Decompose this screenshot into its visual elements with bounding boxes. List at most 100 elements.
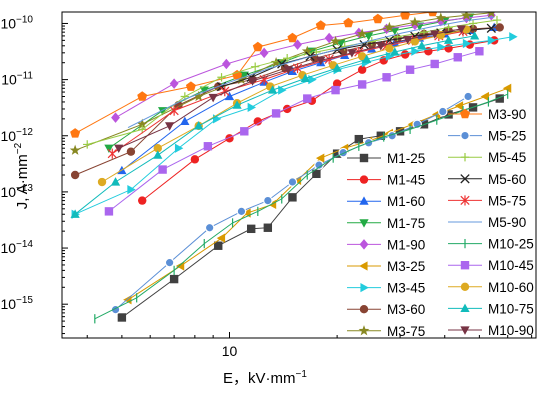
point-m10-75-1 [110, 177, 121, 186]
point-m3-90-1 [137, 91, 148, 101]
point-m1-45-0 [138, 196, 147, 205]
point-m5-45-11 [444, 23, 453, 32]
x-tick-label: 10 [222, 343, 238, 359]
point-m1-90-10 [462, 12, 471, 24]
legend-item-m1-75: M1-75 [347, 216, 425, 231]
point-m1-75-6 [336, 39, 346, 48]
point-m1-60-4 [287, 66, 298, 75]
point-m3-75-11 [461, 12, 472, 20]
point-m1-90-5 [324, 32, 334, 44]
point-m3-75-9 [409, 16, 421, 27]
point-m10-75-11 [443, 35, 454, 44]
point-m1-25-1 [169, 274, 179, 284]
legend-marker-m1-90 [359, 239, 369, 250]
legend-label: M1-45 [387, 173, 425, 188]
point-m1-90-7 [382, 23, 391, 35]
point-m3-90-5 [287, 32, 298, 43]
point-m3-45-12 [462, 38, 472, 49]
y-axis-title: J, A·mm−2 [13, 142, 31, 209]
point-m1-90-3 [259, 47, 269, 59]
point-m5-25-3 [236, 206, 247, 217]
point-m10-90-0 [114, 144, 124, 154]
point-m10-45-6 [331, 85, 340, 95]
series-m1-90 [111, 12, 496, 123]
legend-item-m1-25: M1-25 [347, 151, 425, 166]
point-m1-25-2 [214, 241, 223, 250]
legend-item-m5-90: M5-90 [448, 215, 526, 230]
point-m10-45-12 [475, 47, 484, 56]
point-m10-90-10 [456, 25, 466, 34]
point-m3-75-10 [435, 12, 447, 23]
point-m5-45-3 [217, 73, 226, 82]
point-m1-45-6 [332, 79, 342, 88]
legend-label: M1-25 [387, 151, 425, 166]
legend-item-m10-90: M10-90 [448, 323, 534, 338]
point-m10-75-0 [70, 209, 80, 218]
series-line-m10-25 [94, 93, 508, 320]
series-line-m5-75 [112, 31, 464, 155]
legend-label: M3-90 [488, 107, 526, 122]
legend-item-m1-90: M1-90 [347, 237, 425, 252]
y-tick-label: 10−15 [0, 295, 33, 312]
point-m10-45-11 [453, 53, 462, 62]
series-m10-45 [104, 47, 484, 216]
point-m3-90-9 [400, 12, 411, 20]
legend-item-m3-60: M3-60 [347, 302, 425, 317]
point-m3-45-4 [247, 102, 257, 113]
point-m5-45-5 [282, 54, 292, 63]
point-m10-75-5 [267, 85, 278, 94]
series-m3-75 [69, 12, 496, 155]
point-m10-45-9 [405, 65, 415, 74]
legend-marker-m10-75 [460, 303, 470, 312]
series-m3-25 [123, 83, 512, 305]
legend-label: M3-60 [387, 302, 425, 317]
point-m3-90-8 [372, 13, 383, 24]
point-m1-75-0 [104, 144, 114, 154]
legend-label: M10-90 [488, 323, 534, 338]
legend-item-m3-75: M3-75 [347, 324, 425, 339]
point-m3-75-1 [136, 118, 148, 129]
point-m3-90-0 [70, 128, 81, 138]
point-m10-75-8 [362, 54, 372, 63]
point-m3-45-11 [437, 42, 446, 52]
legend-label: M1-75 [387, 216, 425, 231]
legend-item-m10-60: M10-60 [448, 280, 534, 295]
point-m10-45-0 [104, 207, 114, 216]
legend-marker-m5-25 [460, 130, 470, 141]
legend-marker-m10-60 [460, 282, 470, 291]
point-m1-90-8 [410, 19, 420, 30]
point-m5-45-4 [250, 62, 260, 71]
legend-item-m5-25: M5-25 [448, 129, 526, 144]
series-line-m1-25 [121, 98, 500, 318]
point-m3-75-5 [301, 45, 313, 56]
point-m3-25-6 [315, 153, 325, 163]
point-m1-25-14 [495, 94, 504, 103]
legend-marker-m1-25 [359, 153, 369, 163]
legend-label: M5-90 [488, 215, 526, 230]
point-m3-90-4 [252, 41, 263, 52]
point-m10-45-10 [430, 59, 439, 69]
point-m5-25-11 [437, 106, 448, 117]
point-m10-45-8 [382, 73, 391, 82]
point-m3-75-3 [236, 73, 247, 85]
point-m3-45-13 [487, 35, 497, 45]
series-line-m5-45 [87, 19, 498, 145]
legend-item-m3-90: M3-90 [448, 107, 526, 122]
point-m5-60-10 [486, 23, 496, 33]
legend-item-m5-75: M5-75 [448, 193, 526, 208]
legend-item-m10-25: M10-25 [448, 237, 534, 252]
legend-label: M5-75 [488, 193, 526, 208]
point-m1-45-7 [357, 65, 367, 74]
series-line-m10-60 [101, 29, 467, 183]
legend-item-m3-25: M3-25 [347, 259, 425, 274]
legend-label: M3-25 [387, 259, 425, 274]
point-m3-45-6 [308, 74, 317, 85]
point-m5-25-4 [263, 195, 273, 206]
point-m10-45-7 [357, 80, 367, 89]
legend-marker-m5-45 [460, 153, 470, 162]
point-m10-90-9 [430, 30, 440, 39]
y-tick-label: 10−14 [0, 239, 33, 256]
legend-marker-m1-75 [359, 219, 369, 228]
point-m3-75-6 [330, 35, 341, 46]
